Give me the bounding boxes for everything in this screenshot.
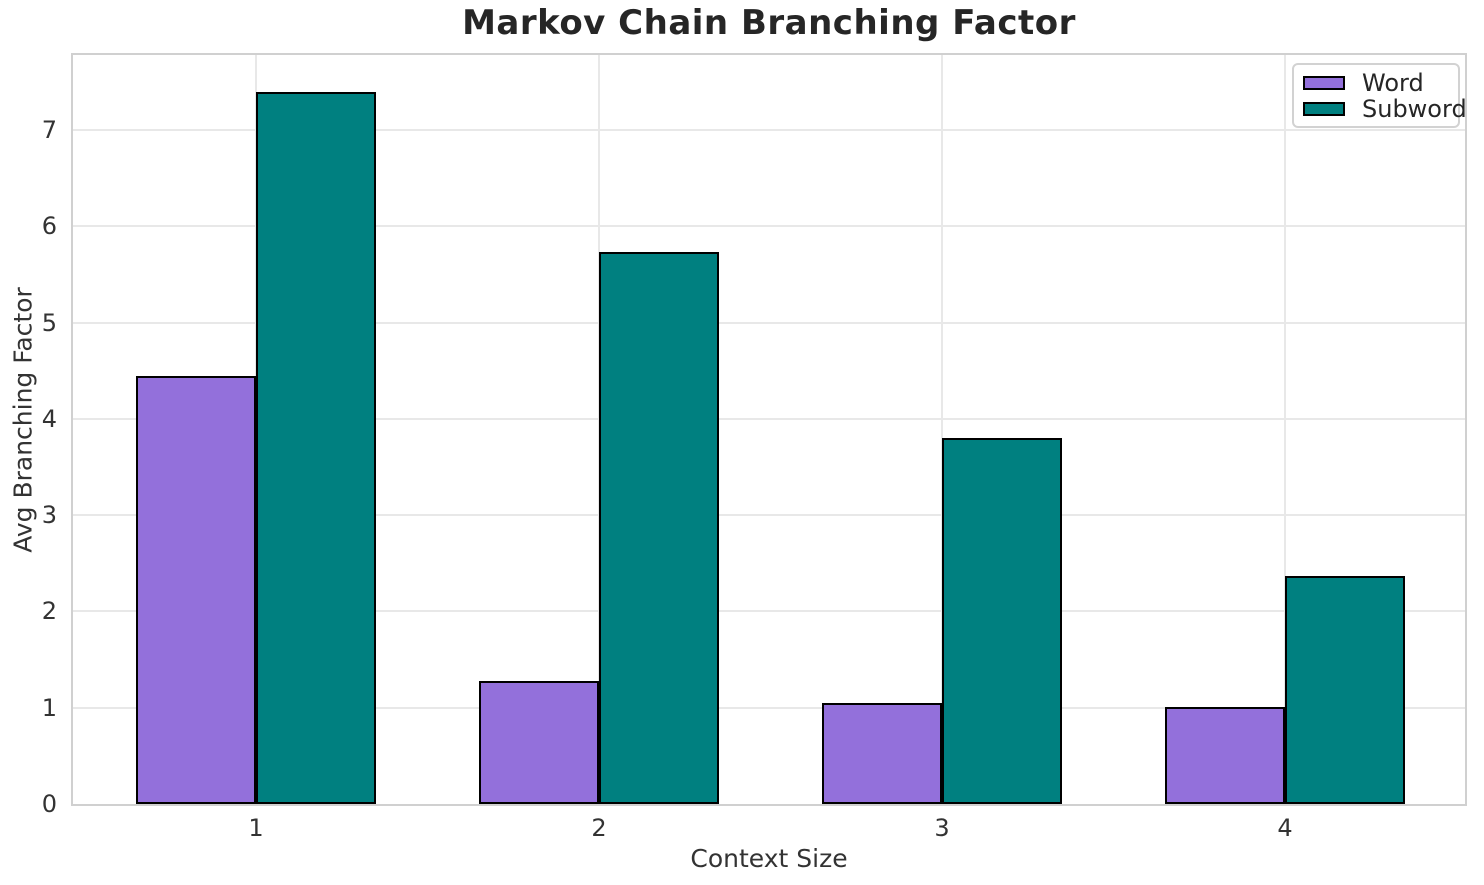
h-gridline-5 xyxy=(73,321,1465,324)
y-tick-label-0: 0 xyxy=(41,790,57,818)
h-gridline-2 xyxy=(73,610,1465,613)
x-axis-label: Context Size xyxy=(690,844,848,873)
legend-swatch-subword xyxy=(1303,102,1345,116)
h-gridline-6 xyxy=(73,225,1465,228)
bar-subword-2 xyxy=(599,252,719,804)
y-tick-label-3: 3 xyxy=(41,501,57,530)
v-gridline-4 xyxy=(1284,55,1286,804)
legend-swatch-word xyxy=(1303,76,1345,90)
x-tick-label-3: 3 xyxy=(934,814,950,842)
bar-subword-4 xyxy=(1285,576,1405,804)
chart-title: Markov Chain Branching Factor xyxy=(462,3,1076,43)
legend-item-subword: Subword xyxy=(1303,96,1467,122)
h-gridline-4 xyxy=(73,417,1465,420)
bar-subword-1 xyxy=(256,92,376,804)
plot-area xyxy=(71,53,1467,806)
y-tick-label-6: 6 xyxy=(41,212,57,241)
h-gridline-3 xyxy=(73,514,1465,517)
y-tick-label-2: 2 xyxy=(41,597,57,626)
y-tick-label-5: 5 xyxy=(41,308,57,337)
h-gridline-1 xyxy=(73,706,1465,709)
y-tick-label-7: 7 xyxy=(41,116,57,145)
legend-label-word: Word xyxy=(1362,69,1424,97)
bar-word-4 xyxy=(1165,707,1285,804)
bar-subword-3 xyxy=(942,438,1062,804)
x-tick-label-2: 2 xyxy=(591,814,607,842)
legend-item-word: Word xyxy=(1303,70,1450,96)
bar-word-3 xyxy=(822,703,942,804)
y-tick-label-4: 4 xyxy=(41,404,57,433)
x-tick-label-1: 1 xyxy=(248,814,264,842)
h-gridline-7 xyxy=(73,129,1465,132)
v-gridline-3 xyxy=(941,55,943,804)
y-tick-label-1: 1 xyxy=(41,693,57,722)
bar-word-1 xyxy=(136,376,256,804)
legend: Word Subword xyxy=(1292,63,1467,128)
legend-label-subword: Subword xyxy=(1362,95,1467,123)
bar-word-2 xyxy=(479,681,599,804)
x-tick-label-4: 4 xyxy=(1277,814,1293,842)
